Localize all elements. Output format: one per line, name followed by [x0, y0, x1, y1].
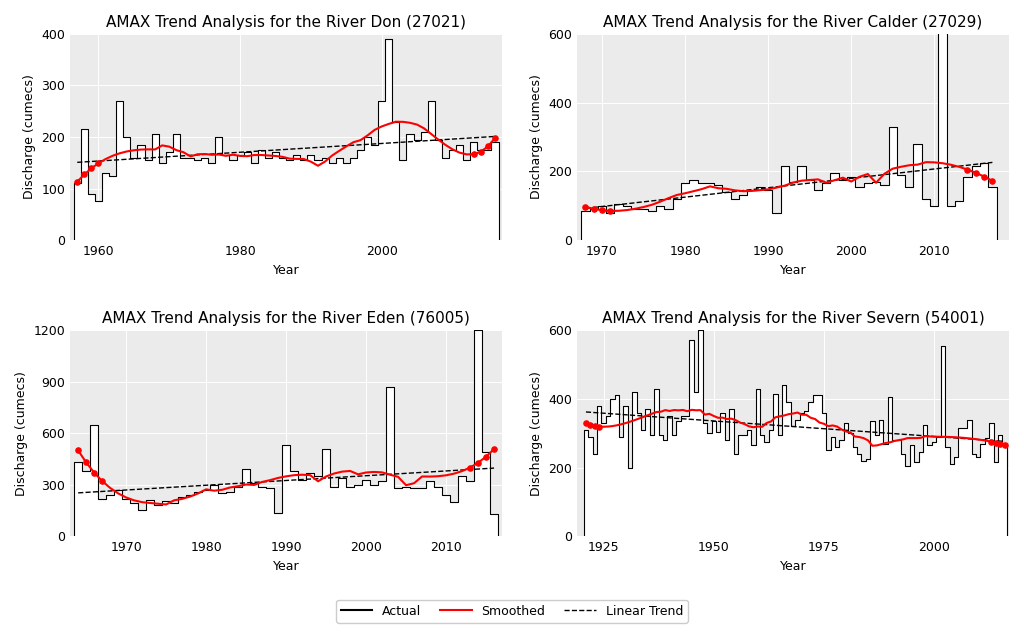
Point	[69, 177, 85, 187]
Point	[70, 446, 86, 456]
Point	[976, 171, 992, 181]
Point	[583, 420, 599, 430]
Y-axis label: Discharge (cumecs): Discharge (cumecs)	[529, 371, 543, 495]
Y-axis label: Discharge (cumecs): Discharge (cumecs)	[15, 371, 28, 495]
Point	[959, 164, 976, 174]
Point	[466, 149, 482, 159]
X-axis label: Year: Year	[272, 560, 299, 573]
Point	[83, 163, 99, 173]
X-axis label: Year: Year	[779, 560, 806, 573]
Point	[94, 476, 111, 486]
Point	[586, 204, 602, 214]
Title: AMAX Trend Analysis for the River Eden (76005): AMAX Trend Analysis for the River Eden (…	[102, 311, 470, 326]
Point	[76, 169, 92, 179]
Point	[984, 176, 1000, 186]
Point	[90, 158, 106, 168]
Point	[987, 437, 1004, 447]
Point	[983, 437, 999, 447]
Point	[996, 440, 1013, 450]
Y-axis label: Discharge (cumecs): Discharge (cumecs)	[23, 75, 36, 200]
Point	[478, 452, 495, 462]
Point	[591, 422, 607, 432]
Point	[968, 167, 984, 178]
Point	[470, 458, 486, 468]
Point	[992, 439, 1009, 449]
Point	[473, 147, 489, 157]
Point	[78, 458, 94, 468]
Point	[594, 205, 610, 216]
Title: AMAX Trend Analysis for the River Don (27021): AMAX Trend Analysis for the River Don (2…	[106, 15, 466, 30]
Point	[578, 418, 594, 428]
X-axis label: Year: Year	[779, 264, 806, 277]
Title: AMAX Trend Analysis for the River Severn (54001): AMAX Trend Analysis for the River Severn…	[602, 311, 984, 326]
X-axis label: Year: Year	[272, 264, 299, 277]
Point	[602, 206, 618, 216]
Point	[86, 468, 102, 478]
Point	[486, 133, 503, 143]
Point	[578, 202, 594, 212]
Point	[485, 444, 502, 454]
Point	[587, 421, 603, 431]
Y-axis label: Discharge (cumecs): Discharge (cumecs)	[529, 75, 543, 200]
Point	[479, 142, 496, 152]
Point	[462, 463, 478, 473]
Title: AMAX Trend Analysis for the River Calder (27029): AMAX Trend Analysis for the River Calder…	[603, 15, 983, 30]
Legend: Actual, Smoothed, Linear Trend: Actual, Smoothed, Linear Trend	[336, 600, 688, 623]
